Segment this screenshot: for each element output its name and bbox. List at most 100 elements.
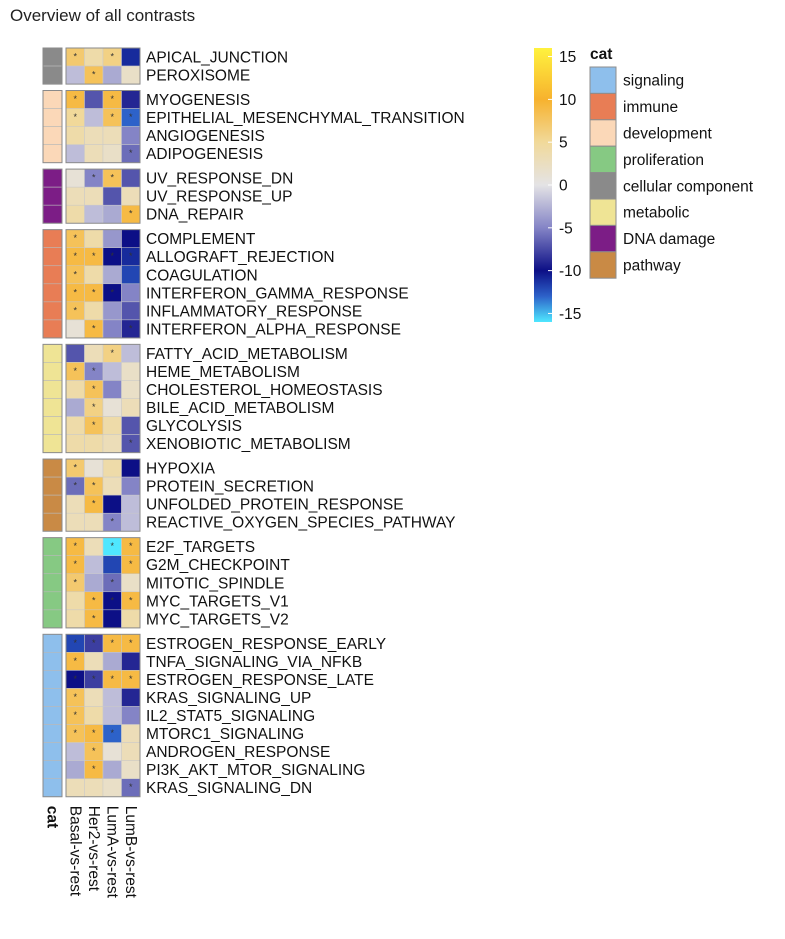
heatmap-cell bbox=[121, 512, 141, 532]
heatmap-cell bbox=[121, 229, 141, 248]
significance-star: * bbox=[110, 517, 114, 527]
heatmap-cell bbox=[102, 688, 122, 707]
significance-star: * bbox=[73, 251, 77, 261]
row-label: KRAS_SIGNALING_UP bbox=[146, 690, 311, 707]
significance-star: * bbox=[92, 420, 96, 430]
row-group-metabolic: * * * * * * * bbox=[42, 343, 141, 454]
heatmap-cell bbox=[121, 458, 141, 478]
significance-star: * bbox=[129, 209, 133, 219]
heatmap-block-border bbox=[65, 229, 141, 339]
significance-star: * bbox=[92, 613, 96, 623]
category-cell bbox=[42, 591, 63, 611]
heatmap-cell bbox=[65, 186, 85, 206]
row-label: REACTIVE_OXYGEN_SPECIES_PATHWAY bbox=[146, 515, 456, 532]
heatmap-cell bbox=[84, 688, 104, 707]
row-label: CHOLESTEROL_HOMEOSTASIS bbox=[146, 382, 383, 399]
heatmap-cell bbox=[121, 609, 141, 629]
legend-label-pathway: pathway bbox=[623, 258, 681, 275]
heatmap-cell bbox=[84, 47, 104, 67]
category-cell bbox=[42, 247, 63, 267]
legend-swatch-development bbox=[589, 119, 617, 147]
heatmap-cell bbox=[102, 265, 122, 285]
heatmap-cell bbox=[84, 301, 104, 321]
category-cell bbox=[42, 778, 63, 798]
significance-star: * bbox=[92, 595, 96, 605]
heatmap-cell bbox=[121, 186, 141, 206]
significance-star: * bbox=[110, 674, 114, 684]
significance-star: * bbox=[73, 674, 77, 684]
significance-star: * bbox=[129, 782, 133, 792]
legend-label-dna-damage: DNA damage bbox=[623, 231, 715, 248]
legend-swatch-cellular-component bbox=[589, 172, 617, 200]
significance-star: * bbox=[92, 764, 96, 774]
row-label: HEME_METABOLISM bbox=[146, 364, 300, 381]
category-cell bbox=[42, 398, 63, 417]
colorbar-tick-label: 0 bbox=[559, 178, 568, 195]
heatmap-cell bbox=[65, 319, 85, 339]
category-cell bbox=[42, 458, 63, 478]
category-cell bbox=[42, 494, 63, 514]
column-label: LumA-vs-rest bbox=[103, 806, 120, 899]
heatmap-cell bbox=[84, 204, 104, 224]
row-label: ALLOGRAFT_REJECTION bbox=[146, 249, 335, 266]
heatmap-cell bbox=[102, 301, 122, 321]
category-block-border bbox=[42, 229, 63, 339]
heatmap-block-border bbox=[65, 168, 141, 224]
heatmap-cell bbox=[102, 416, 122, 435]
heatmap-cell bbox=[102, 609, 122, 629]
category-cell bbox=[42, 90, 63, 109]
heatmap-cell bbox=[102, 65, 122, 85]
significance-star: * bbox=[129, 559, 133, 569]
heatmap-cell bbox=[84, 434, 104, 453]
category-cell bbox=[42, 742, 63, 761]
heatmap-cell bbox=[84, 126, 104, 145]
heatmap-cell bbox=[121, 688, 141, 707]
row-group-proliferation: * * * * * * * * * * * bbox=[42, 537, 141, 629]
significance-star: * bbox=[110, 638, 114, 648]
significance-star: * bbox=[92, 70, 96, 80]
row-label: ESTROGEN_RESPONSE_LATE bbox=[146, 672, 374, 689]
row-label: IL2_STAT5_SIGNALING bbox=[146, 708, 315, 725]
heatmap-cell bbox=[121, 652, 141, 671]
row-group-immune: * * * * * * * * * * * * bbox=[42, 229, 141, 339]
significance-star: * bbox=[129, 323, 133, 333]
category-cell bbox=[42, 108, 63, 127]
category-cell bbox=[42, 126, 63, 145]
heatmap-cell bbox=[102, 742, 122, 761]
row-group-dna-damage: * * * bbox=[42, 168, 141, 224]
row-label: ADIPOGENESIS bbox=[146, 146, 263, 163]
heatmap-cell bbox=[102, 398, 122, 417]
category-cell bbox=[42, 319, 63, 339]
column-label: Her2-vs-rest bbox=[85, 806, 102, 892]
significance-star: * bbox=[110, 251, 114, 261]
heatmap-cell bbox=[84, 537, 104, 556]
row-label: INTERFERON_GAMMA_RESPONSE bbox=[146, 285, 409, 302]
page-title: Overview of all contrasts bbox=[10, 6, 196, 25]
row-label: FATTY_ACID_METABOLISM bbox=[146, 346, 348, 363]
heatmap-cell bbox=[102, 706, 122, 725]
heatmap-cell bbox=[65, 344, 85, 363]
significance-star: * bbox=[73, 112, 77, 122]
category-column-label: cat bbox=[44, 806, 61, 828]
row-label: ESTROGEN_RESPONSE_EARLY bbox=[146, 636, 386, 653]
colorbar bbox=[534, 48, 552, 322]
significance-star: * bbox=[92, 173, 96, 183]
category-cell bbox=[42, 633, 63, 653]
row-group-signaling: * * * * * * * * * * * * * * * * * bbox=[42, 633, 141, 798]
heatmap-cell bbox=[102, 204, 122, 224]
heatmap-cell bbox=[121, 301, 141, 321]
heatmap-cell bbox=[65, 760, 85, 779]
category-cell bbox=[42, 476, 63, 496]
heatmap-cell bbox=[121, 760, 141, 779]
category-cell bbox=[42, 47, 63, 67]
heatmap-cell bbox=[121, 706, 141, 725]
heatmap-cell bbox=[65, 204, 85, 224]
legend-swatch-dna-damage bbox=[589, 224, 617, 253]
category-cell bbox=[42, 434, 63, 453]
legend-label-development: development bbox=[623, 126, 712, 143]
heatmap-cell bbox=[84, 778, 104, 798]
significance-star: * bbox=[110, 728, 114, 738]
heatmap-cell bbox=[65, 416, 85, 435]
significance-star: * bbox=[129, 438, 133, 448]
category-cell bbox=[42, 65, 63, 85]
